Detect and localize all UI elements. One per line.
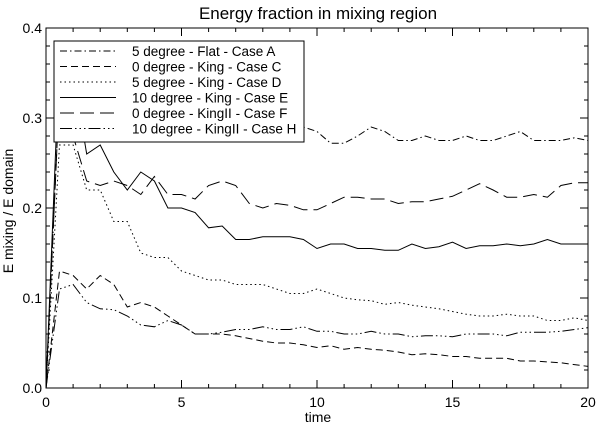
y-tick-label: 0.0 xyxy=(23,380,43,396)
x-tick-label: 0 xyxy=(42,394,50,410)
x-tick-label: 5 xyxy=(178,394,186,410)
y-tick-label: 0.4 xyxy=(23,20,43,36)
chart-title: Energy fraction in mixing region xyxy=(199,4,437,23)
legend-label-6: 10 degree - KingII - Case H xyxy=(132,122,296,137)
series-line-3 xyxy=(45,144,589,389)
y-axis-label: E mixing / E domain xyxy=(0,149,16,274)
series-line-1 xyxy=(45,89,589,389)
legend-label-5: 0 degree - KingII - Case F xyxy=(132,106,287,121)
series-line-6 xyxy=(45,283,589,389)
y-tick-label: 0.2 xyxy=(23,200,43,216)
x-axis-label: time xyxy=(305,409,332,425)
legend-label-3: 5 degree - King - Case D xyxy=(132,75,282,90)
x-tick-label: 10 xyxy=(309,394,325,410)
y-tick-label: 0.1 xyxy=(23,290,43,306)
x-tick-label: 15 xyxy=(445,394,461,410)
x-tick-label: 20 xyxy=(580,394,596,410)
series-line-2 xyxy=(45,270,589,389)
series-line-5 xyxy=(45,90,588,389)
legend-label-4: 10 degree - King - Case E xyxy=(132,91,288,106)
legend-label-2: 0 degree - King - Case C xyxy=(132,60,282,75)
y-tick-label: 0.3 xyxy=(23,110,43,126)
legend-box xyxy=(53,40,305,143)
plot-area: 0 5 10 15 20 0.0 0.1 0.2 0.3 0.4 5 degree - Flat -… xyxy=(23,20,596,410)
series-line-4 xyxy=(45,53,588,389)
legend-label-1: 5 degree - Flat - Case A xyxy=(132,44,275,59)
